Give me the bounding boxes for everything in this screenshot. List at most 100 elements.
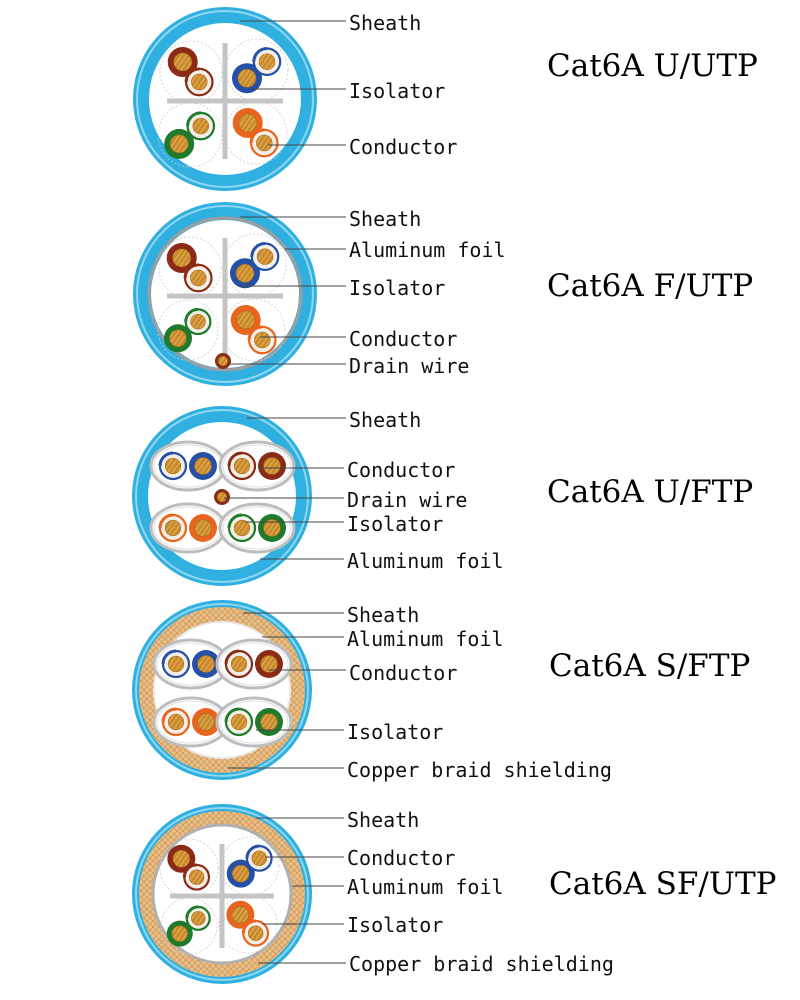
- conductor-icon: [167, 655, 185, 673]
- conductor-icon: [256, 248, 274, 265]
- pair-outline: [159, 838, 219, 898]
- pair-foil-inner: [222, 444, 292, 488]
- pair-foil-inner: [222, 506, 292, 550]
- conductor-icon: [251, 850, 267, 867]
- conductor-icon: [230, 655, 248, 673]
- conductor-icon: [230, 713, 248, 731]
- conductor-icon: [197, 655, 215, 673]
- label-aluminum-foil-futp: Aluminum foil: [349, 238, 506, 262]
- isolator-stripe: [186, 111, 201, 127]
- cross-separator: [219, 844, 225, 948]
- conductor-icon: [263, 457, 281, 475]
- cable-futp: [133, 202, 346, 386]
- conductor-icon: [235, 263, 255, 283]
- conductor-icon: [263, 519, 281, 537]
- pair-outline: [158, 236, 222, 300]
- conductor-icon: [191, 73, 208, 91]
- title-cat6a-uutp: Cat6A U/UTP: [547, 48, 758, 84]
- isolator-stripe: [224, 649, 240, 665]
- title-cat6a-uftp: Cat6A U/FTP: [547, 474, 754, 510]
- sheath-highlight: [136, 10, 314, 188]
- copper-braid-ring: [139, 607, 305, 773]
- pair-outline: [220, 836, 280, 896]
- sheath-highlight: [136, 205, 314, 383]
- conductor-icon: [192, 117, 210, 135]
- isolator-stripe: [184, 67, 200, 83]
- title-cat6a-futp: Cat6A F/UTP: [547, 268, 754, 304]
- conductor-icon: [171, 925, 188, 942]
- conductor-icon: [254, 331, 271, 349]
- label-aluminum-foil-uftp: Aluminum foil: [347, 549, 504, 573]
- isolator-stripe: [184, 307, 199, 322]
- conductor-icon: [217, 355, 229, 367]
- label-conductor-uutp: Conductor: [349, 135, 458, 159]
- conductor-icon: [190, 314, 206, 330]
- label-isolator-uutp: Isolator: [349, 79, 446, 103]
- isolator-stripe: [227, 451, 243, 467]
- label-isolator-uftp: Isolator: [347, 512, 444, 536]
- sheath-highlight: [135, 603, 309, 777]
- isolator-stripe: [227, 513, 243, 529]
- conductor-icon: [238, 113, 258, 133]
- aluminum-foil-ring: [151, 823, 293, 965]
- conductor-icon: [172, 248, 192, 268]
- isolator-stripe: [161, 649, 177, 665]
- conductor-icon: [197, 713, 215, 731]
- pair-outline: [225, 38, 289, 102]
- isolator-stripe: [183, 263, 199, 279]
- conductor-icon: [172, 850, 191, 868]
- label-aluminum-foil-sftp: Aluminum foil: [347, 627, 504, 651]
- label-sheath-uutp: Sheath: [349, 11, 422, 35]
- conductor-icon: [233, 457, 251, 475]
- label-conductor-uftp: Conductor: [347, 458, 456, 482]
- isolator-stripe: [224, 707, 240, 723]
- cable-sftp: [132, 600, 346, 780]
- isolator-stripe: [185, 905, 199, 919]
- conductor-icon: [260, 655, 278, 673]
- label-drain-wire-uftp: Drain wire: [347, 488, 468, 512]
- isolator-stripe: [252, 47, 268, 62]
- conductor-icon: [164, 457, 182, 475]
- label-conductor-sfutp: Conductor: [347, 846, 456, 870]
- title-cat6a-sfutp: Cat6A SF/UTP: [549, 866, 777, 902]
- isolator-stripe: [247, 325, 263, 341]
- isolator-stripe: [241, 919, 256, 934]
- conductor-icon: [194, 519, 212, 537]
- label-sheath-futp: Sheath: [349, 207, 422, 231]
- pair-outline: [224, 101, 288, 165]
- label-aluminum-foil-sfutp: Aluminum foil: [347, 875, 504, 899]
- conductor-icon: [260, 713, 278, 731]
- conductor-icon: [191, 911, 206, 926]
- conductor-icon: [231, 906, 250, 924]
- isolator-stripe: [158, 451, 174, 467]
- conductor-icon: [216, 491, 228, 503]
- isolator-stripe: [161, 707, 177, 723]
- cross-separator: [222, 238, 228, 354]
- isolator-stripe: [245, 844, 260, 859]
- conductor-icon: [188, 869, 205, 885]
- conductor-icon: [258, 53, 276, 70]
- isolator-stripe: [250, 242, 266, 257]
- label-sheath-sfutp: Sheath: [347, 808, 420, 832]
- pair-outline: [223, 233, 287, 297]
- title-cat6a-sftp: Cat6A S/FTP: [549, 648, 751, 684]
- sheath-highlight: [135, 409, 309, 583]
- conductor-icon: [233, 519, 251, 537]
- sheath-highlight: [135, 807, 309, 981]
- pair-foil-inner: [219, 700, 289, 744]
- label-sheath-uftp: Sheath: [349, 408, 422, 432]
- conductor-icon: [256, 134, 273, 152]
- cable-uftp: [132, 406, 346, 586]
- label-isolator-sfutp: Isolator: [347, 913, 444, 937]
- pair-outline: [157, 102, 223, 168]
- isolator-stripe: [249, 128, 265, 144]
- conductor-icon: [232, 864, 250, 883]
- conductor-icon: [190, 269, 207, 287]
- conductor-icon: [167, 713, 185, 731]
- label-conductor-sftp: Conductor: [349, 661, 458, 685]
- conductor-icon: [169, 329, 187, 347]
- pair-outline: [160, 897, 218, 955]
- isolator-stripe: [182, 863, 197, 878]
- cross-separator: [222, 43, 228, 159]
